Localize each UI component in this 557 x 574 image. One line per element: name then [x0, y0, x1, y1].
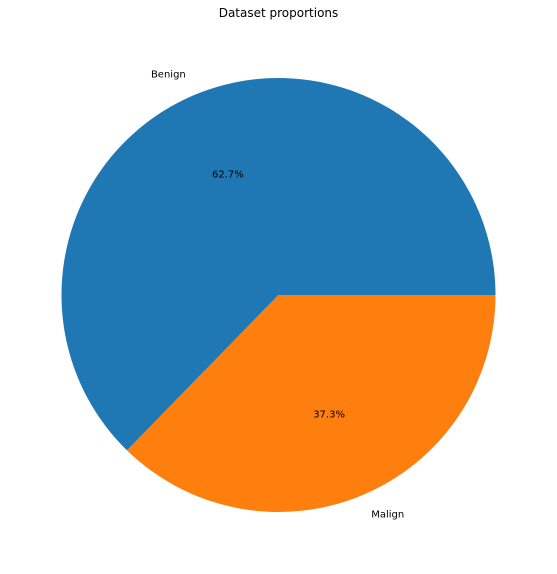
pie-slice-benign — [61, 77, 496, 451]
pie-slices — [61, 77, 496, 512]
slice-label-malign: Malign — [371, 509, 404, 520]
slice-label-benign: Benign — [151, 70, 186, 81]
pie-labels: Benign 62.7% Malign 37.3% — [151, 70, 404, 521]
pct-label-malign: 37.3% — [313, 409, 345, 420]
pie-slice-malign — [126, 295, 496, 512]
chart-title: Dataset proportions — [219, 6, 339, 20]
pct-label-benign: 62.7% — [212, 170, 244, 181]
